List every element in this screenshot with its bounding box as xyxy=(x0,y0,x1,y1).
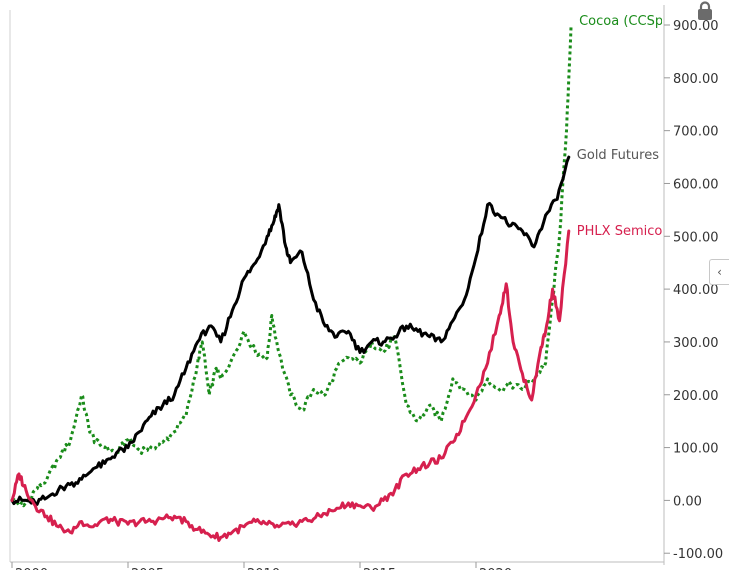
y-tick-label: 900.00 xyxy=(673,19,719,34)
lock-body xyxy=(698,9,712,20)
chevron-left-icon: ‹ xyxy=(717,265,722,279)
series-end-label-1: Gold Futures xyxy=(577,148,659,163)
y-tick-label: 200.00 xyxy=(673,389,719,404)
lock-shackle xyxy=(699,1,711,9)
series-end-label-2: PHLX Semicor xyxy=(577,224,669,239)
y-tick-label: 300.00 xyxy=(673,336,719,351)
y-tick-label: 800.00 xyxy=(673,72,719,87)
series-end-labels: Cocoa (CCSpo Gold Futures PHLX Semicor xyxy=(577,14,671,239)
collapse-panel-button[interactable]: ‹ xyxy=(709,259,729,285)
axes-layer: -100.00 0.00 100.00 200.00 300.00 400.00 500.0… xyxy=(9,5,723,574)
y-tick-label: 100.00 xyxy=(673,442,719,457)
y-tick-label: 700.00 xyxy=(673,125,719,140)
y-tick-label: 500.00 xyxy=(673,230,719,245)
y-tick-label: 600.00 xyxy=(673,177,719,192)
series-line-0 xyxy=(11,24,573,508)
series-layer xyxy=(10,24,573,542)
lock-icon-shape xyxy=(698,1,712,20)
lock-icon[interactable] xyxy=(694,0,716,22)
series-end-label-0: Cocoa (CCSpo xyxy=(579,14,671,29)
y-tick-label: -100.00 xyxy=(673,547,723,562)
y-tick-label: 400.00 xyxy=(673,283,719,298)
y-tick-label: 0.00 xyxy=(673,494,702,509)
series-line-1 xyxy=(10,155,571,506)
series-line-2 xyxy=(10,229,571,542)
